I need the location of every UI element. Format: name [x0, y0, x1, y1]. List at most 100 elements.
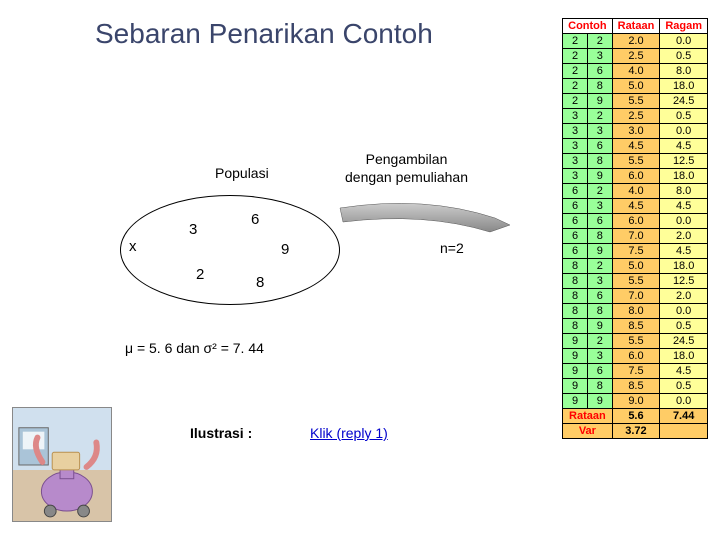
cell-ragam: 2.0 [660, 229, 708, 244]
cell-ragam: 18.0 [660, 79, 708, 94]
table-row: 697.54.5 [563, 244, 708, 259]
cell-ragam: 2.0 [660, 289, 708, 304]
cell-ragam: 4.5 [660, 244, 708, 259]
cell-rataan: 4.5 [612, 199, 660, 214]
cell-ragam: 4.5 [660, 199, 708, 214]
n-label: n=2 [440, 240, 464, 256]
cell-contoh: 8 [587, 229, 612, 244]
header-rataan: Rataan [612, 19, 660, 34]
cell-ragam: 24.5 [660, 94, 708, 109]
cell-rataan: 5.5 [612, 94, 660, 109]
cell-rataan: 4.0 [612, 184, 660, 199]
cell-ragam: 0.0 [660, 304, 708, 319]
cell-ragam: 8.0 [660, 64, 708, 79]
clipart-image [12, 407, 112, 522]
population-ellipse: x 3 6 9 2 8 [120, 195, 340, 305]
cell-contoh: 3 [563, 124, 588, 139]
pengambilan-line2: dengan pemuliahan [345, 169, 468, 185]
cell-contoh: 2 [563, 94, 588, 109]
cell-contoh: 2 [587, 334, 612, 349]
table-row: 222.00.0 [563, 34, 708, 49]
cell-contoh: 8 [563, 289, 588, 304]
summary-label: Var [563, 424, 612, 439]
cell-contoh: 6 [563, 214, 588, 229]
cell-contoh: 6 [563, 184, 588, 199]
table-row: 295.524.5 [563, 94, 708, 109]
cell-contoh: 8 [563, 304, 588, 319]
table-row: 232.50.5 [563, 49, 708, 64]
table-row: 867.02.0 [563, 289, 708, 304]
cell-contoh: 9 [563, 394, 588, 409]
pengambilan-line1: Pengambilan [366, 151, 448, 167]
table-row: 264.08.0 [563, 64, 708, 79]
ellipse-2: 2 [196, 266, 204, 283]
cell-contoh: 3 [587, 349, 612, 364]
cell-ragam: 18.0 [660, 259, 708, 274]
cell-ragam: 0.0 [660, 394, 708, 409]
cell-contoh: 9 [587, 319, 612, 334]
cell-rataan: 8.0 [612, 304, 660, 319]
cell-rataan: 8.5 [612, 319, 660, 334]
table-row: 333.00.0 [563, 124, 708, 139]
cell-contoh: 6 [587, 364, 612, 379]
cell-contoh: 2 [563, 34, 588, 49]
cell-contoh: 6 [563, 244, 588, 259]
cell-ragam: 0.5 [660, 49, 708, 64]
cell-contoh: 8 [587, 154, 612, 169]
cell-rataan: 5.5 [612, 334, 660, 349]
cell-contoh: 2 [563, 64, 588, 79]
cell-rataan: 5.0 [612, 259, 660, 274]
cell-ragam: 12.5 [660, 154, 708, 169]
cell-contoh: 6 [563, 229, 588, 244]
cell-contoh: 9 [563, 349, 588, 364]
table-row: 999.00.0 [563, 394, 708, 409]
table-row: 988.50.5 [563, 379, 708, 394]
cell-contoh: 3 [563, 109, 588, 124]
cell-ragam: 0.5 [660, 379, 708, 394]
cell-rataan: 4.0 [612, 64, 660, 79]
cell-rataan: 6.0 [612, 214, 660, 229]
cell-contoh: 3 [587, 199, 612, 214]
cell-contoh: 9 [563, 364, 588, 379]
stats-text: μ = 5. 6 dan σ² = 7. 44 [125, 340, 264, 356]
table-body: 222.00.0232.50.5264.08.0285.018.0295.524… [563, 34, 708, 439]
cell-rataan: 7.0 [612, 289, 660, 304]
cell-ragam: 18.0 [660, 169, 708, 184]
cell-rataan: 2.5 [612, 49, 660, 64]
table-row: 925.524.5 [563, 334, 708, 349]
cell-contoh: 8 [587, 79, 612, 94]
cell-contoh: 8 [563, 319, 588, 334]
ellipse-3: 3 [189, 221, 197, 238]
cell-rataan: 8.5 [612, 379, 660, 394]
sampling-table: Contoh Rataan Ragam 222.00.0232.50.5264.… [562, 18, 708, 439]
cell-contoh: 2 [587, 34, 612, 49]
cell-rataan: 6.0 [612, 169, 660, 184]
cell-contoh: 3 [563, 139, 588, 154]
cell-ragam: 18.0 [660, 349, 708, 364]
cell-rataan: 3.0 [612, 124, 660, 139]
cell-contoh: 8 [587, 304, 612, 319]
cell-contoh: 9 [587, 244, 612, 259]
table-row: 385.512.5 [563, 154, 708, 169]
cell-contoh: 6 [587, 139, 612, 154]
cell-ragam: 12.5 [660, 274, 708, 289]
table-row: 898.50.5 [563, 319, 708, 334]
cell-ragam: 0.0 [660, 124, 708, 139]
table-summary-row: Rataan5.67.44 [563, 409, 708, 424]
cell-contoh: 2 [587, 259, 612, 274]
cell-contoh: 3 [587, 274, 612, 289]
arrow-icon [335, 200, 515, 250]
cell-rataan: 5.0 [612, 79, 660, 94]
table-row: 967.54.5 [563, 364, 708, 379]
cell-ragam: 24.5 [660, 334, 708, 349]
header-contoh: Contoh [563, 19, 612, 34]
cell-rataan: 4.5 [612, 139, 660, 154]
reply-link[interactable]: Klik (reply 1) [310, 425, 388, 441]
cell-contoh: 9 [587, 94, 612, 109]
table-header-row: Contoh Rataan Ragam [563, 19, 708, 34]
table-row: 666.00.0 [563, 214, 708, 229]
slide-title: Sebaran Penarikan Contoh [95, 18, 433, 50]
table-row: 322.50.5 [563, 109, 708, 124]
table-row: 634.54.5 [563, 199, 708, 214]
summary-ragam: 7.44 [660, 409, 708, 424]
